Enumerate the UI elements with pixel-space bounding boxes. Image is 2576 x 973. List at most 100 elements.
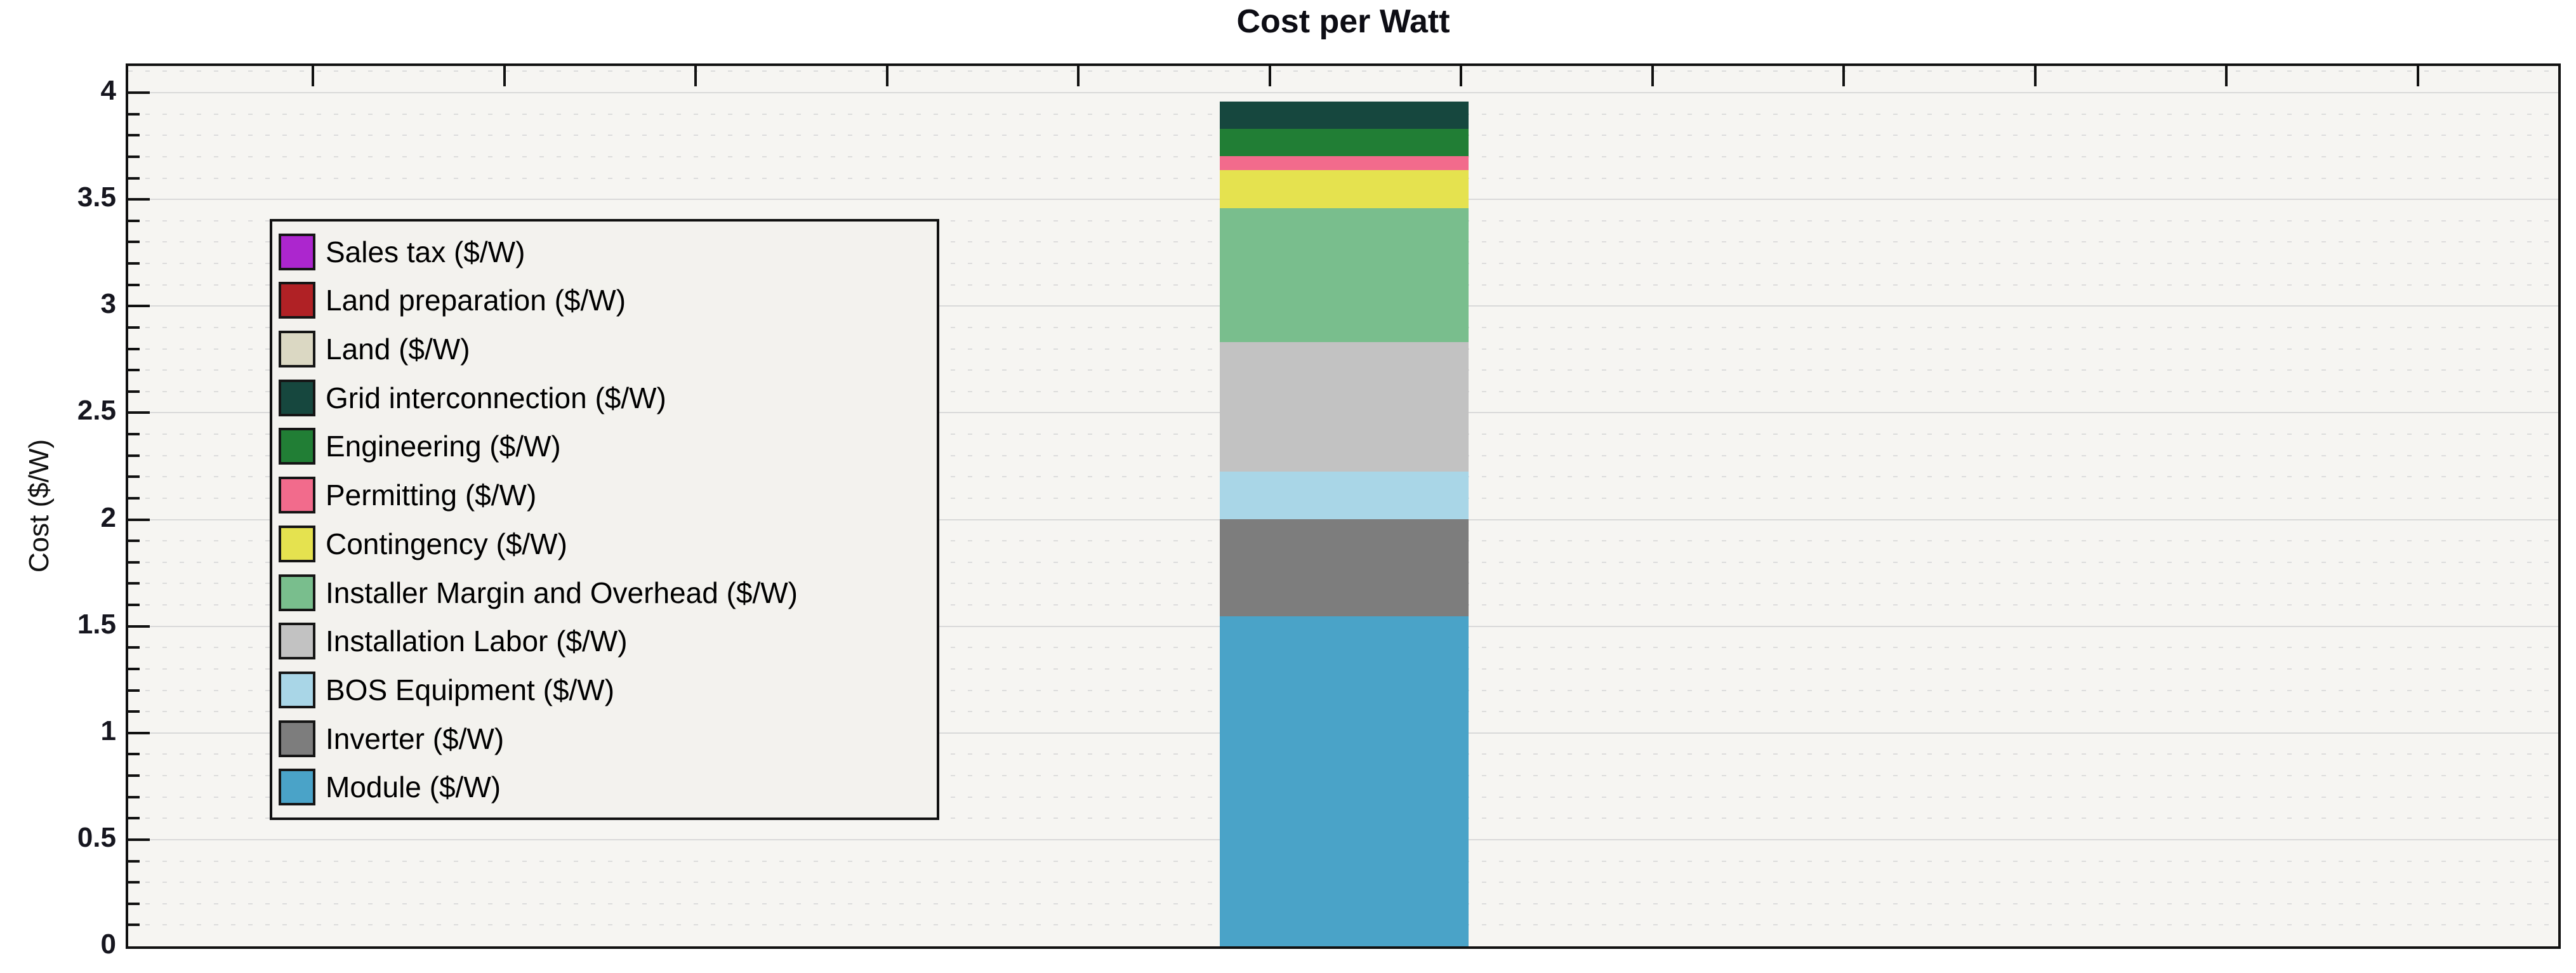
y-tick-minor [128, 582, 140, 585]
chart-title: Cost per Watt [1236, 3, 1450, 40]
legend-swatch-module-w [279, 769, 315, 806]
y-tick-minor [128, 774, 140, 777]
y-tick-minor [128, 134, 140, 137]
legend-item-grid-interconnection-w: Grid interconnection ($/W) [279, 376, 930, 420]
legend-item-land-w: Land ($/W) [279, 327, 930, 371]
y-tick-label-3: 3 [100, 288, 116, 320]
bar-segment-permitting-w [1220, 156, 1469, 170]
legend-item-module-w: Module ($/W) [279, 765, 930, 809]
legend-item-installation-labor-w: Installation Labor ($/W) [279, 619, 930, 663]
legend-label: Engineering ($/W) [326, 430, 561, 463]
y-tick-minor [128, 923, 140, 927]
y-tick-minor [128, 326, 140, 329]
legend-label: Land preparation ($/W) [326, 284, 626, 317]
y-tick-minor [128, 454, 140, 457]
x-tick [1460, 66, 1462, 86]
y-tick-minor [128, 539, 140, 543]
bar-segment-contingency-w [1220, 169, 1469, 208]
legend-item-permitting-w: Permitting ($/W) [279, 473, 930, 517]
legend-item-installer-margin-and-overhead-w: Installer Margin and Overhead ($/W) [279, 571, 930, 615]
y-tick-label-0: 0 [100, 929, 116, 960]
legend-swatch-inverter-w [279, 720, 315, 757]
y-tick-minor [128, 283, 140, 286]
legend-swatch-bos-equipment-w [279, 671, 315, 708]
y-tick-major [128, 411, 150, 414]
x-tick [1651, 66, 1654, 86]
y-tick-major [128, 305, 150, 308]
y-tick-major [128, 731, 150, 734]
legend-label: Contingency ($/W) [326, 527, 567, 560]
y-tick-minor [128, 689, 140, 692]
y-tick-minor [128, 176, 140, 180]
x-tick [1842, 66, 1845, 86]
y-tick-minor [128, 817, 140, 820]
y-tick-label-0.5: 0.5 [77, 821, 116, 853]
y-tick-minor [128, 390, 140, 393]
y-tick-minor [128, 667, 140, 670]
y-tick-label-4: 4 [100, 75, 116, 106]
bar-segment-bos-equipment-w [1220, 472, 1469, 520]
y-tick-label-2.5: 2.5 [77, 395, 116, 427]
legend-item-sales-tax-w: Sales tax ($/W) [279, 230, 930, 274]
bar-segment-installation-labor-w [1220, 342, 1469, 472]
legend-swatch-land-preparation-w [279, 282, 315, 319]
y-tick-major [128, 518, 150, 521]
y-tick-minor [128, 262, 140, 265]
y-tick-minor [128, 710, 140, 713]
bar-segment-installer-margin-and-overhead-w [1220, 208, 1469, 343]
y-tick-minor [128, 496, 140, 500]
x-tick [885, 66, 888, 86]
y-tick-minor [128, 560, 140, 564]
y-tick-minor [128, 881, 140, 884]
bar-segment-grid-interconnection-w [1220, 101, 1469, 129]
legend-label: Inverter ($/W) [326, 722, 505, 755]
y-tick-minor [128, 753, 140, 756]
y-tick-minor [128, 347, 140, 350]
y-tick-minor [128, 433, 140, 435]
x-tick [1077, 66, 1080, 86]
y-tick-minor [128, 241, 140, 244]
legend-swatch-grid-interconnection-w [279, 379, 315, 416]
gridline-minor [128, 70, 2558, 72]
stacked-bar [1220, 66, 1469, 946]
legend-label: Permitting ($/W) [326, 479, 537, 512]
y-tick-minor [128, 219, 140, 222]
x-tick [503, 66, 506, 86]
legend-label: Module ($/W) [326, 771, 501, 804]
legend-label: Sales tax ($/W) [326, 235, 525, 268]
y-tick-minor [128, 902, 140, 905]
y-tick-label-3.5: 3.5 [77, 182, 116, 213]
legend-item-inverter-w: Inverter ($/W) [279, 717, 930, 761]
x-tick [1268, 66, 1271, 86]
bar-segment-inverter-w [1220, 519, 1469, 617]
y-tick-major [128, 198, 150, 201]
y-tick-minor [128, 604, 140, 606]
y-tick-minor [128, 475, 140, 479]
legend: Sales tax ($/W) Land preparation ($/W) Lan… [270, 219, 939, 820]
legend-item-contingency-w: Contingency ($/W) [279, 522, 930, 566]
legend-label: Installer Margin and Overhead ($/W) [326, 576, 798, 609]
y-tick-minor [128, 155, 140, 158]
x-tick [2225, 66, 2228, 86]
x-tick [694, 66, 697, 86]
y-tick-minor [128, 859, 140, 863]
y-tick-label-1.5: 1.5 [77, 608, 116, 640]
legend-label: Installation Labor ($/W) [326, 625, 628, 658]
x-tick [2033, 66, 2037, 86]
bar-segment-engineering-w [1220, 128, 1469, 156]
legend-item-engineering-w: Engineering ($/W) [279, 424, 930, 468]
y-tick-minor [128, 646, 140, 649]
legend-swatch-sales-tax-w [279, 233, 315, 270]
gridline-major [128, 92, 2558, 93]
y-tick-label-2: 2 [100, 501, 116, 533]
legend-swatch-installation-labor-w [279, 623, 315, 660]
y-tick-minor [128, 795, 140, 798]
legend-label: Land ($/W) [326, 333, 470, 366]
legend-swatch-permitting-w [279, 477, 315, 514]
legend-item-land-preparation-w: Land preparation ($/W) [279, 278, 930, 322]
legend-item-bos-equipment-w: BOS Equipment ($/W) [279, 668, 930, 712]
legend-swatch-land-w [279, 331, 315, 368]
legend-swatch-contingency-w [279, 525, 315, 562]
legend-swatch-engineering-w [279, 428, 315, 465]
